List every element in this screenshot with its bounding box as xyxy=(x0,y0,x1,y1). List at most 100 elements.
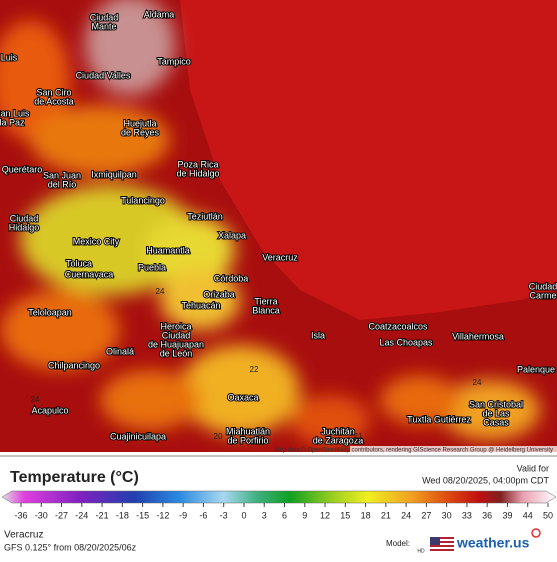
city-label: Las Choapas xyxy=(379,337,433,347)
color-bar-label: -3 xyxy=(220,510,228,520)
color-bar-label: 9 xyxy=(302,510,307,520)
city-label: Juchitán xyxy=(321,426,355,436)
city-label: Villahermosa xyxy=(452,331,504,341)
color-bar-label: -18 xyxy=(116,510,129,520)
attribution: Map data © OpenStreetMap contributors, r… xyxy=(275,447,553,454)
color-bar-label: 24 xyxy=(401,510,411,520)
city-label: Tuxtla Gutiérrez xyxy=(407,414,471,424)
city-label: Ciudad xyxy=(10,213,39,223)
city-label: Ciudad xyxy=(162,330,191,340)
city-label: de Zaragoza xyxy=(313,435,364,445)
city-label: Xalapa xyxy=(218,230,246,240)
city-label: Mexico City xyxy=(73,236,120,246)
color-bar-label: -9 xyxy=(179,510,187,520)
city-label: Chilpancingo xyxy=(48,360,100,370)
city-label: Veracruz xyxy=(262,252,298,262)
city-label: Hidalgo xyxy=(9,222,40,232)
city-label: Oaxaca xyxy=(227,392,258,402)
city-label: San Cristobal xyxy=(469,399,523,409)
city-label: Aldama xyxy=(144,9,175,19)
city-label: Huejutla xyxy=(123,118,156,128)
color-bar-label: -36 xyxy=(14,510,27,520)
city-label: Blanca xyxy=(252,305,280,315)
city-label: San Juan xyxy=(43,170,81,180)
city-label: Tulancingo xyxy=(121,195,165,205)
legend-title: Temperature (°C) xyxy=(10,469,139,486)
model-label: Model: xyxy=(386,539,410,548)
color-bar-label: 36 xyxy=(482,510,492,520)
city-label: Teziutlán xyxy=(187,211,223,221)
city-label: Poza Rica xyxy=(177,159,218,169)
color-bar-label: 21 xyxy=(381,510,391,520)
city-label: Tampico xyxy=(157,56,191,66)
valid-time: Wed 08/20/2025, 04:00pm CDT xyxy=(422,475,549,485)
contour-label: 21 xyxy=(354,432,363,441)
city-label: Cuernavaca xyxy=(65,269,114,279)
color-bar-label: -12 xyxy=(156,510,169,520)
city-label: de León xyxy=(160,348,193,358)
contour-label: 20 xyxy=(214,432,223,441)
model-run: GFS 0.125° from 08/20/2025/06z xyxy=(4,542,137,552)
city-label: Miahuatlán xyxy=(226,426,270,436)
color-bar-label: -15 xyxy=(136,510,149,520)
city-label: San Luis xyxy=(0,108,30,118)
color-bar-label: -30 xyxy=(35,510,48,520)
city-label: Acapulco xyxy=(31,405,68,415)
color-bar-label: 12 xyxy=(320,510,330,520)
color-bar-label: 15 xyxy=(340,510,350,520)
brand: weather.us xyxy=(456,535,530,551)
city-label: Huamantla xyxy=(146,245,190,255)
city-label: Olinalá xyxy=(106,346,134,356)
color-bar-label: 6 xyxy=(282,510,287,520)
color-bar-label: 33 xyxy=(462,510,472,520)
region-name: Veracruz xyxy=(4,530,43,541)
city-label: Mante xyxy=(91,21,116,31)
city-label: Córdoba xyxy=(214,273,249,283)
city-label: Ciudad xyxy=(529,281,557,291)
city-label: la Paz xyxy=(0,117,25,127)
contour-label: 24 xyxy=(31,395,40,404)
city-label: de Reyes xyxy=(121,127,160,137)
city-label: Heroica xyxy=(160,321,191,331)
city-label: Coatzacoalcos xyxy=(368,321,428,331)
color-bar-label: -24 xyxy=(75,510,88,520)
valid-label: Valid for xyxy=(517,463,549,473)
city-label: Tierra xyxy=(254,296,277,306)
city-label: Ixmiquilpan xyxy=(91,169,137,179)
flag-icon xyxy=(430,537,454,551)
city-label: Luis xyxy=(1,52,18,62)
city-label: Ciudad xyxy=(90,12,119,22)
city-label: Isla xyxy=(311,330,325,340)
color-bar-label: -21 xyxy=(96,510,109,520)
color-bar-label: 3 xyxy=(262,510,267,520)
color-bar-label: 0 xyxy=(241,510,246,520)
temperature-map xyxy=(0,0,557,452)
city-label: Cuajinicuilapa xyxy=(110,431,166,441)
city-label: de Huajuapan xyxy=(148,339,204,349)
city-label: Querétaro xyxy=(2,164,43,174)
city-label: de Acosta xyxy=(34,96,74,106)
city-label: Palenque xyxy=(517,364,555,374)
city-label: de Las xyxy=(482,408,510,418)
city-label: San Ciro xyxy=(36,87,71,97)
color-bar-label: -6 xyxy=(199,510,207,520)
hd-badge: HD xyxy=(417,548,425,554)
color-bar-label: 30 xyxy=(442,510,452,520)
color-bar-label: 27 xyxy=(421,510,431,520)
color-bar-label: 44 xyxy=(523,510,533,520)
city-label: Puebla xyxy=(138,262,166,272)
city-label: Toluca xyxy=(66,258,92,268)
color-bar-label: 39 xyxy=(502,510,512,520)
city-label: Ciudad Valles xyxy=(76,70,131,80)
color-bar-label: 50 xyxy=(543,510,553,520)
city-label: del Río xyxy=(48,179,77,189)
contour-label: 24 xyxy=(473,378,482,387)
brand-sun xyxy=(531,528,541,538)
city-label: Teloloapan xyxy=(28,307,72,317)
city-label: Orizaba xyxy=(203,289,235,299)
city-label: Carme xyxy=(529,290,556,300)
city-label: Tehuacán xyxy=(181,300,220,310)
color-bar-label: 18 xyxy=(361,510,371,520)
